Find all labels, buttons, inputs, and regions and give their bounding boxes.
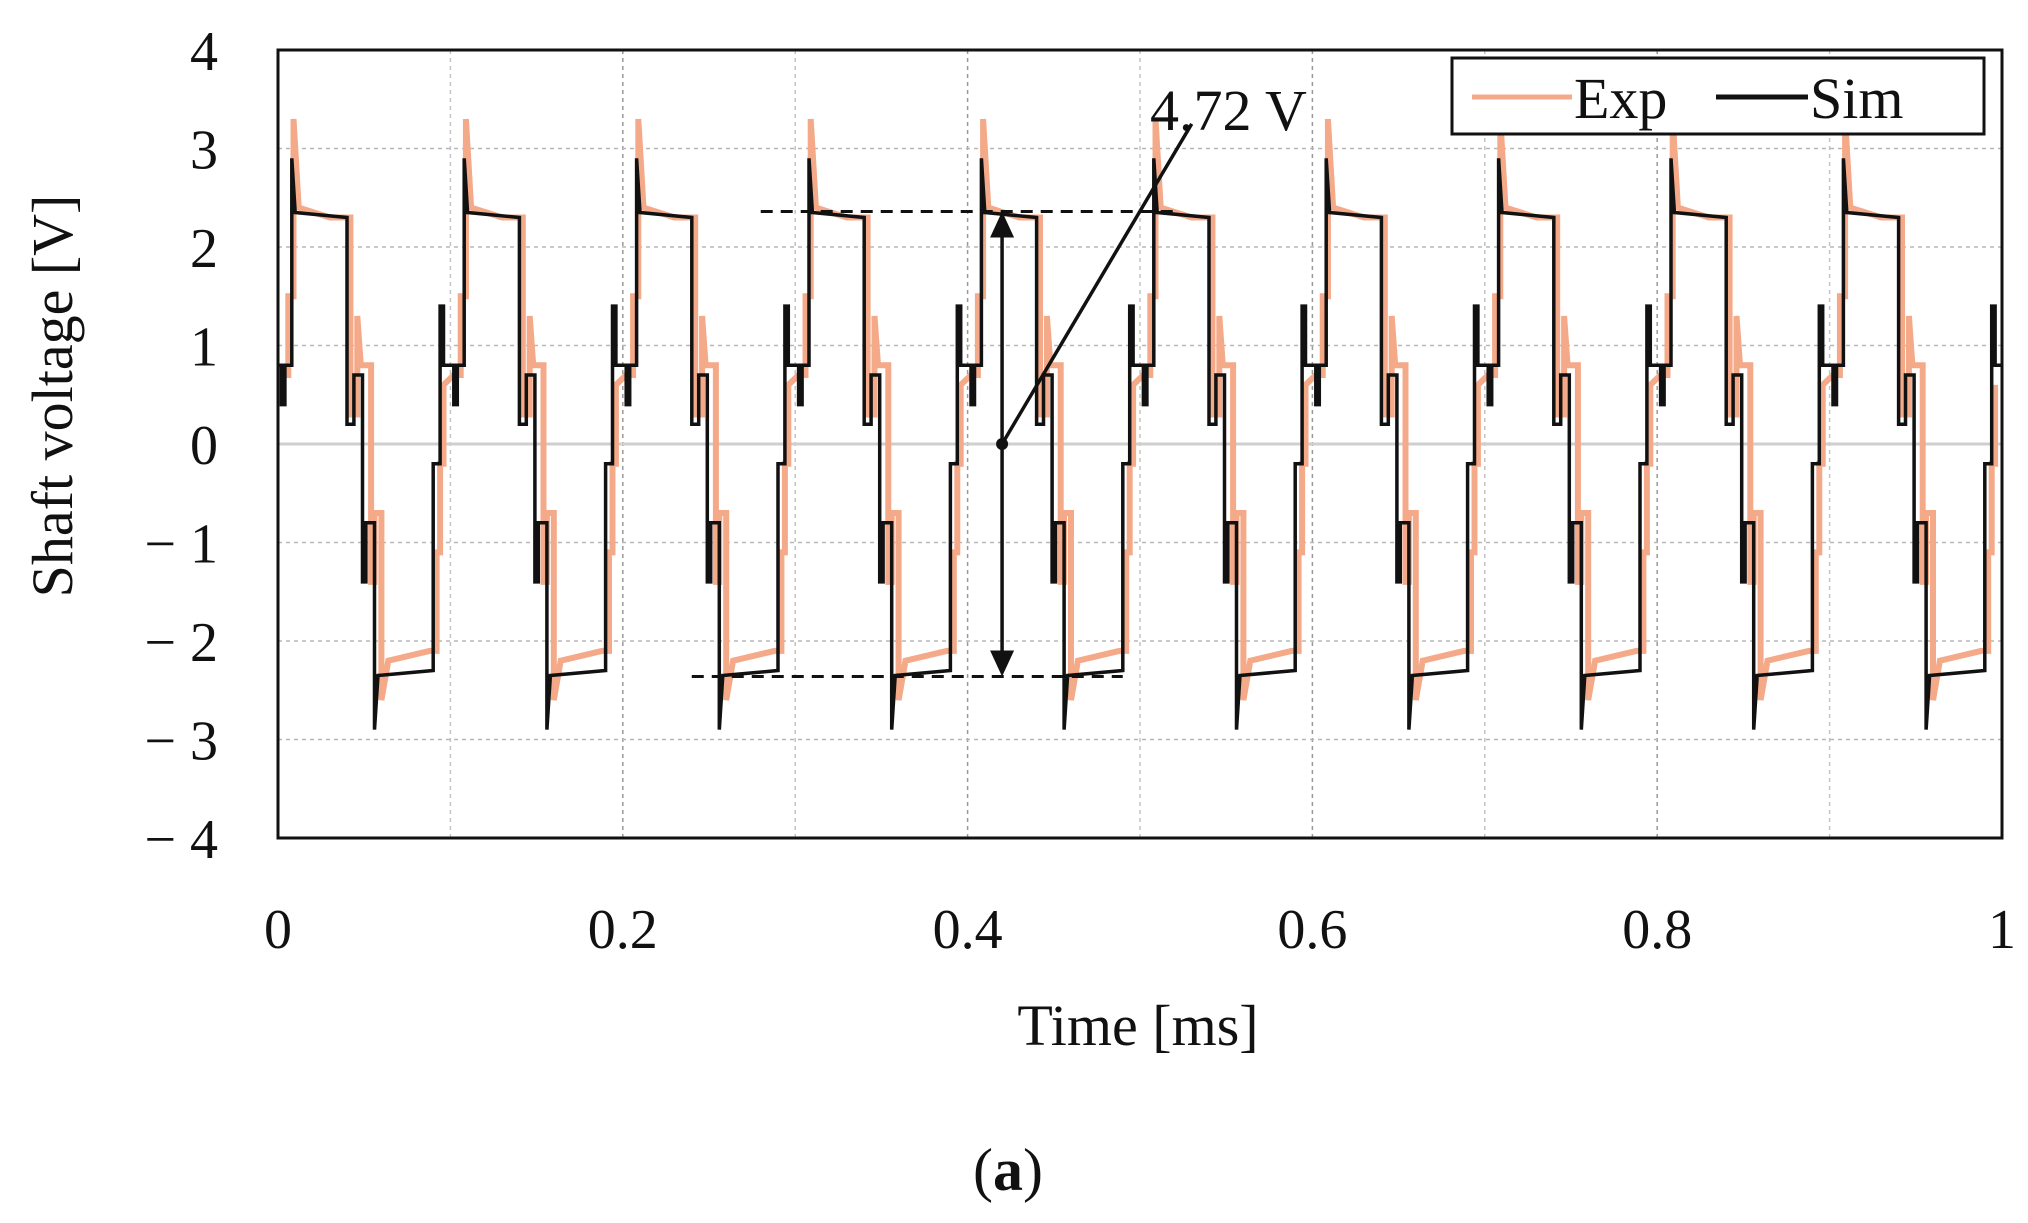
x-axis-title: Time [ms] — [1017, 993, 1258, 1058]
y-tick-label: − 2 — [144, 612, 218, 674]
y-tick-label: 4 — [190, 21, 218, 83]
x-tick-label: 0 — [264, 899, 292, 961]
y-tick-label: 1 — [190, 317, 218, 379]
x-tick-label: 0.4 — [933, 899, 1003, 961]
plot-border — [276, 48, 2004, 840]
annotation: 4.72 V — [996, 78, 1307, 450]
caption-open: ( — [973, 1137, 993, 1203]
x-tick-label: 0.2 — [588, 899, 658, 961]
caption-label: a — [993, 1137, 1023, 1203]
tick-labels: 4 3 2 1 0 − 1 − 2 − 3 − 4 0 0.2 0.4 0.6 0.8 1 — [144, 21, 2016, 961]
annotation-label: 4.72 V — [1150, 78, 1307, 143]
series-line-sim — [278, 158, 2002, 730]
y-tick-label: 2 — [190, 218, 218, 280]
legend: Exp Sim — [1450, 56, 1986, 136]
figure-caption: (a) — [973, 1137, 1043, 1203]
y-tick-label: − 1 — [144, 514, 218, 576]
annotation-leader-line — [1000, 122, 1194, 445]
x-tick-label: 0.8 — [1622, 899, 1692, 961]
annotation-point — [996, 438, 1009, 450]
legend-label-sim: Sim — [1810, 66, 1904, 131]
caption-close: ) — [1023, 1137, 1043, 1203]
y-axis-title: Shaft voltage [V] — [20, 195, 85, 598]
series-line-exp — [281, 118, 1999, 701]
y-tick-label: 0 — [190, 415, 218, 477]
measurement-arrowhead-bottom — [990, 650, 1015, 677]
y-tick-label: − 4 — [144, 809, 218, 871]
plot-frame — [276, 48, 2004, 840]
series-group — [278, 118, 2002, 730]
measurement-arrowhead-top — [990, 211, 1015, 238]
x-tick-label: 1 — [1988, 899, 2016, 961]
grid — [278, 50, 2002, 838]
legend-label-exp: Exp — [1574, 66, 1667, 131]
y-tick-label: − 3 — [144, 711, 218, 773]
x-tick-label: 0.6 — [1277, 899, 1347, 961]
y-tick-label: 3 — [190, 120, 218, 182]
